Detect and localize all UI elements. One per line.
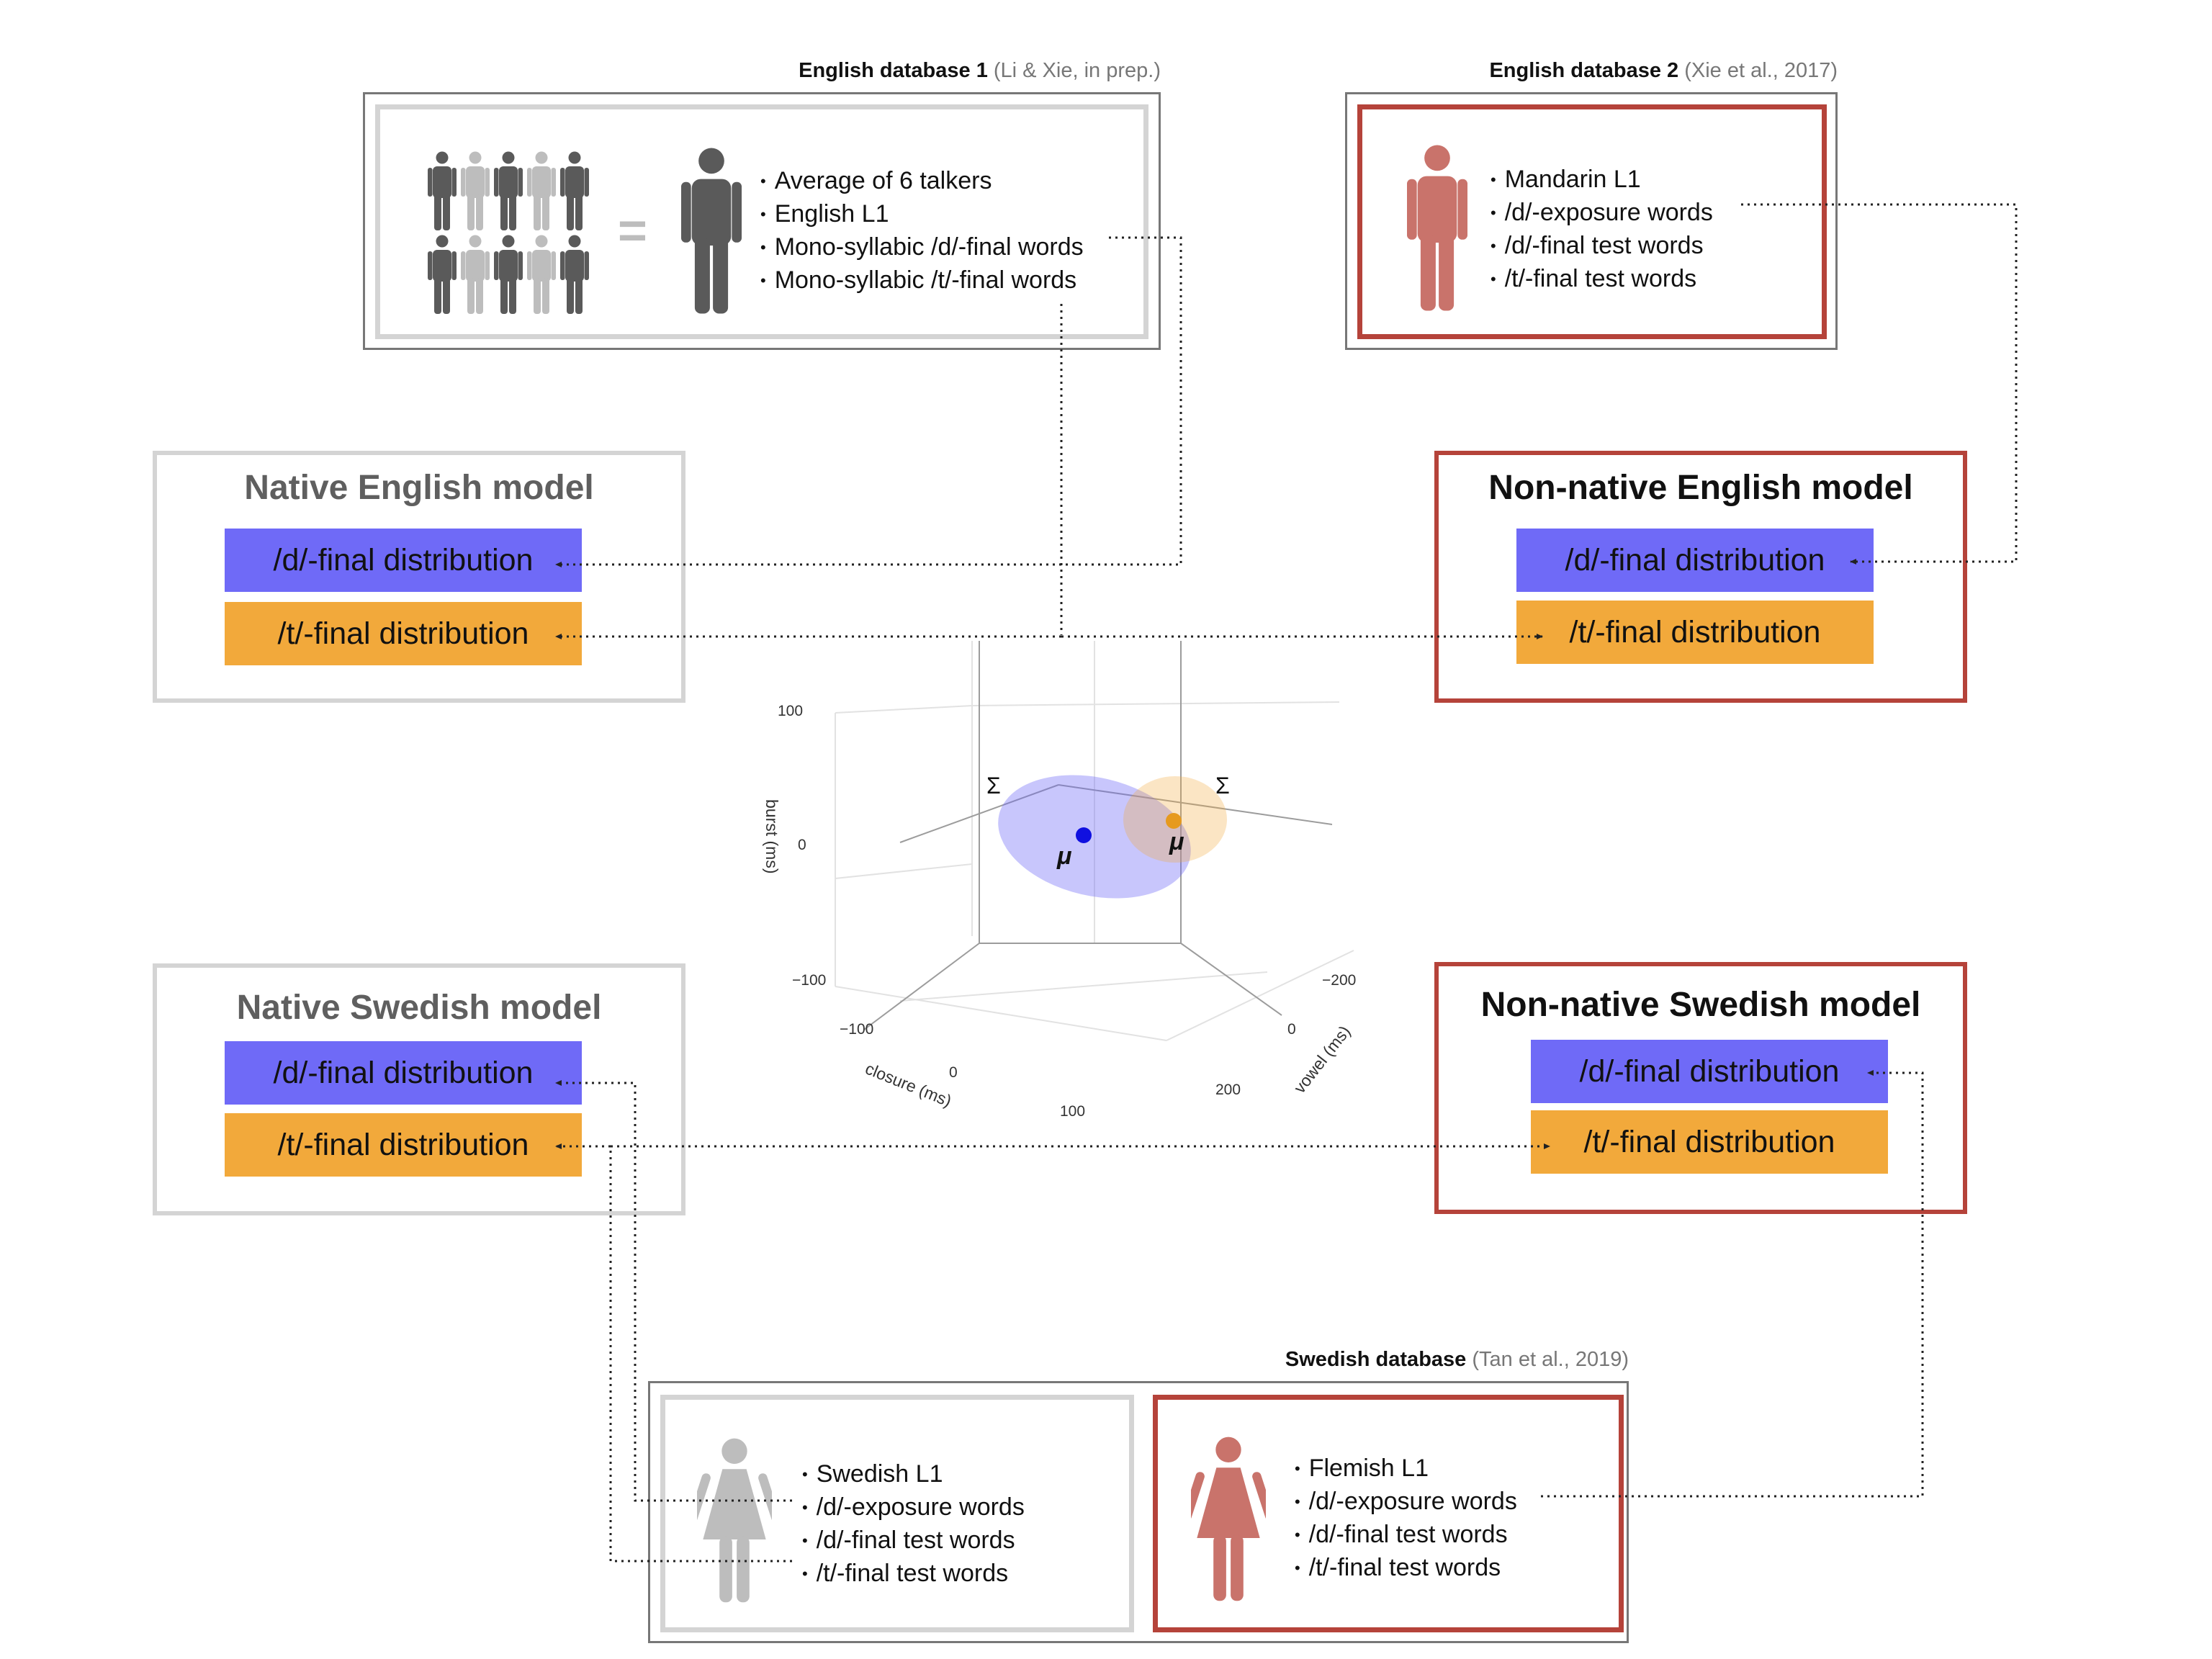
list-item: /d/-exposure words	[1295, 1486, 1517, 1519]
list-item: Mono-syllabic /t/-final words	[760, 265, 1084, 298]
swedish-talker-panel: Swedish L1 /d/-exposure words /d/-final …	[660, 1395, 1134, 1632]
model-title: Native English model	[244, 469, 594, 507]
swedish-talker-icon	[697, 1438, 772, 1603]
axis-box-line	[899, 784, 1059, 843]
grid-line	[1166, 950, 1354, 1041]
average-talker-icon	[681, 148, 742, 314]
model-title: Non-native Swedish model	[1480, 986, 1921, 1024]
list-item: /t/-final test words	[1295, 1552, 1517, 1586]
nonnative-english-model: Non-native English model /d/-final distr…	[1434, 451, 1967, 703]
d-final-distribution: /d/-final distribution	[1531, 1040, 1888, 1103]
list-item: /d/-exposure words	[1491, 197, 1713, 230]
t-final-distribution: /t/-final distribution	[225, 1113, 582, 1177]
closure-tick-label: 100	[1060, 1103, 1085, 1120]
burst-tick-label: 0	[798, 837, 806, 853]
english-db1-name: English database 1	[799, 59, 988, 82]
list-item: Average of 6 talkers	[760, 166, 1084, 199]
burst-axis-label: burst (ms)	[763, 799, 781, 874]
sigma-label-d: Σ	[986, 773, 1001, 799]
english-db2-inner: Mandarin L1 /d/-exposure words /d/-final…	[1357, 104, 1827, 339]
swedish-bullets: Swedish L1 /d/-exposure words /d/-final …	[802, 1459, 1025, 1591]
d-final-distribution: /d/-final distribution	[225, 1041, 582, 1105]
nonnative-swedish-model: Non-native Swedish model /d/-final distr…	[1434, 962, 1967, 1214]
closure-axis-label: closure (ms)	[863, 1059, 954, 1111]
mu-label-t: μ	[1169, 828, 1184, 855]
english-db1-citation: (Li & Xie, in prep.)	[993, 59, 1161, 82]
axis-box-line	[1180, 943, 1282, 1016]
flemish-talker-icon	[1191, 1437, 1266, 1601]
t-final-distribution: /t/-final distribution	[225, 602, 582, 665]
t-final-distribution: /t/-final distribution	[1516, 601, 1874, 664]
english-db2-box: Mandarin L1 /d/-exposure words /d/-final…	[1345, 92, 1838, 350]
d-covariance-ellipse	[998, 775, 1191, 899]
closure-tick-label: 0	[949, 1064, 958, 1081]
vowel-tick-label: 0	[1287, 1021, 1296, 1038]
list-item: Mono-syllabic /d/-final words	[760, 232, 1084, 265]
list-item: Mandarin L1	[1491, 164, 1713, 197]
native-english-model: Native English model /d/-final distribut…	[153, 451, 685, 703]
closure-tick-label: −100	[840, 1021, 873, 1038]
flemish-bullets: Flemish L1 /d/-exposure words /d/-final …	[1295, 1453, 1517, 1586]
flemish-talker-panel: Flemish L1 /d/-exposure words /d/-final …	[1153, 1395, 1624, 1632]
grid-line	[835, 986, 1167, 1041]
english-db1-inner: = Average of 6 talkers English L1 Mono-s…	[375, 104, 1148, 339]
d-mean-point	[1076, 827, 1092, 843]
english-db1-box: = Average of 6 talkers English L1 Mono-s…	[363, 92, 1161, 350]
list-item: /d/-final test words	[1491, 230, 1713, 264]
vowel-tick-label: 200	[1215, 1082, 1241, 1098]
axis-box-line	[1058, 784, 1333, 825]
talker-group-icon	[428, 151, 589, 314]
mandarin-talker-icon	[1407, 145, 1467, 311]
native-swedish-model: Native Swedish model /d/-final distribut…	[153, 963, 685, 1215]
list-item: /d/-final test words	[802, 1525, 1025, 1558]
grid-line	[835, 705, 973, 714]
list-item: /t/-final test words	[802, 1558, 1025, 1591]
t-mean-point	[1166, 813, 1182, 829]
english-db2-name: English database 2	[1489, 59, 1679, 82]
list-item: Swedish L1	[802, 1459, 1025, 1492]
d-final-distribution: /d/-final distribution	[225, 529, 582, 592]
model-title: Native Swedish model	[236, 989, 602, 1027]
grid-line	[899, 971, 1268, 1002]
list-item: Flemish L1	[1295, 1453, 1517, 1486]
grid-line	[971, 701, 1340, 706]
swedish-db-citation: (Tan et al., 2019)	[1472, 1348, 1629, 1371]
english-db2-bullets: Mandarin L1 /d/-exposure words /d/-final…	[1491, 164, 1713, 297]
axis-box-line	[863, 943, 980, 1030]
t-final-distribution: /t/-final distribution	[1531, 1110, 1888, 1174]
grid-line	[835, 863, 973, 879]
list-item: /t/-final test words	[1491, 264, 1713, 297]
vowel-axis-label: vowel (ms)	[1290, 1022, 1354, 1097]
d-final-distribution: /d/-final distribution	[1516, 529, 1874, 592]
mu-label-d: μ	[1056, 842, 1072, 870]
english-db2-citation: (Xie et al., 2017)	[1684, 59, 1838, 82]
list-item: /d/-final test words	[1295, 1519, 1517, 1552]
english-db1-bullets: Average of 6 talkers English L1 Mono-syl…	[760, 166, 1084, 298]
list-item: English L1	[760, 199, 1084, 232]
swedish-db-box: Swedish L1 /d/-exposure words /d/-final …	[648, 1381, 1629, 1643]
sigma-label-t: Σ	[1215, 773, 1230, 799]
english-db1-title: English database 1 (Li & Xie, in prep.)	[576, 59, 1161, 83]
burst-tick-label: 100	[778, 703, 803, 719]
swedish-db-title: Swedish database (Tan et al., 2019)	[936, 1348, 1629, 1372]
burst-tick-label: −100	[792, 972, 826, 989]
model-title: Non-native English model	[1488, 469, 1913, 507]
english-db2-title: English database 2 (Xie et al., 2017)	[1354, 59, 1838, 83]
equals-sign: =	[618, 202, 647, 258]
plot-3d: Σ Σ μ μ 100 0 −100 −100 0 100 −200 0 200…	[763, 641, 1356, 1120]
list-item: /d/-exposure words	[802, 1492, 1025, 1525]
swedish-db-name: Swedish database	[1285, 1348, 1467, 1371]
vowel-tick-label: −200	[1322, 972, 1356, 989]
